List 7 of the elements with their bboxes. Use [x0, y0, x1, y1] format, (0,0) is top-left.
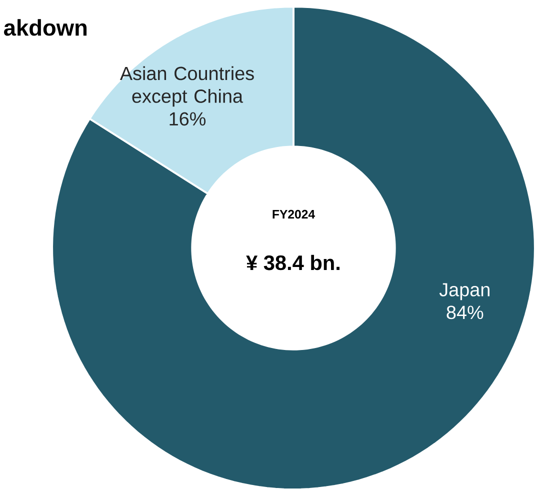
slice-label: Asian Countries except China — [120, 66, 254, 106]
slice-label: Japan — [439, 283, 490, 300]
text: ¥ 38.4 bn. — [246, 254, 340, 270]
data-label: 84% — [446, 306, 484, 319]
text: FY2024 — [272, 210, 315, 218]
data-label: 16% — [170, 112, 206, 126]
chart-title: akdown — [4, 18, 87, 36]
